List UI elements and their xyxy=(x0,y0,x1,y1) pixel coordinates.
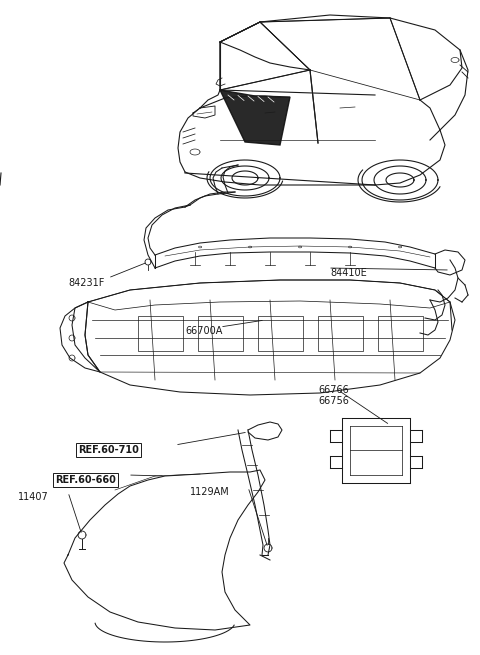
Bar xyxy=(198,316,243,351)
Text: 84410E: 84410E xyxy=(330,268,367,278)
Text: REF.60-660: REF.60-660 xyxy=(55,475,116,485)
Polygon shape xyxy=(220,90,290,145)
Bar xyxy=(258,316,303,351)
Text: 66756: 66756 xyxy=(318,396,349,406)
Bar xyxy=(138,316,183,351)
Bar xyxy=(318,316,363,351)
Text: REF.60-710: REF.60-710 xyxy=(78,445,139,455)
Text: 66700A: 66700A xyxy=(185,326,222,336)
Text: 1129AM: 1129AM xyxy=(190,487,230,497)
Text: 11407: 11407 xyxy=(18,492,49,502)
Bar xyxy=(378,316,423,351)
Text: 84231F: 84231F xyxy=(68,278,104,288)
Text: 66766: 66766 xyxy=(318,385,349,395)
